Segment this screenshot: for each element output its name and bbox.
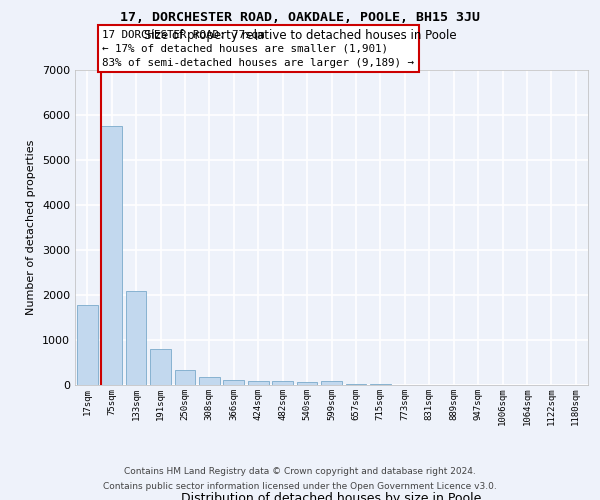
Y-axis label: Number of detached properties: Number of detached properties	[26, 140, 37, 315]
Bar	[101, 126, 122, 385]
Bar	[77, 305, 98, 385]
Bar	[199, 376, 220, 385]
Bar	[150, 349, 171, 385]
Bar	[296, 382, 317, 385]
Bar	[272, 381, 293, 385]
Bar	[248, 380, 269, 385]
Text: Size of property relative to detached houses in Poole: Size of property relative to detached ho…	[143, 28, 457, 42]
Bar	[346, 384, 367, 385]
Bar	[125, 292, 146, 385]
Bar	[370, 384, 391, 385]
Text: Contains public sector information licensed under the Open Government Licence v3: Contains public sector information licen…	[103, 482, 497, 491]
Text: 17, DORCHESTER ROAD, OAKDALE, POOLE, BH15 3JU: 17, DORCHESTER ROAD, OAKDALE, POOLE, BH1…	[120, 11, 480, 24]
Bar	[175, 370, 196, 385]
X-axis label: Distribution of detached houses by size in Poole: Distribution of detached houses by size …	[181, 492, 482, 500]
Text: Contains HM Land Registry data © Crown copyright and database right 2024.: Contains HM Land Registry data © Crown c…	[124, 467, 476, 476]
Text: 17 DORCHESTER ROAD: 77sqm
← 17% of detached houses are smaller (1,901)
83% of se: 17 DORCHESTER ROAD: 77sqm ← 17% of detac…	[103, 30, 415, 68]
Bar	[223, 380, 244, 385]
Bar	[321, 382, 342, 385]
